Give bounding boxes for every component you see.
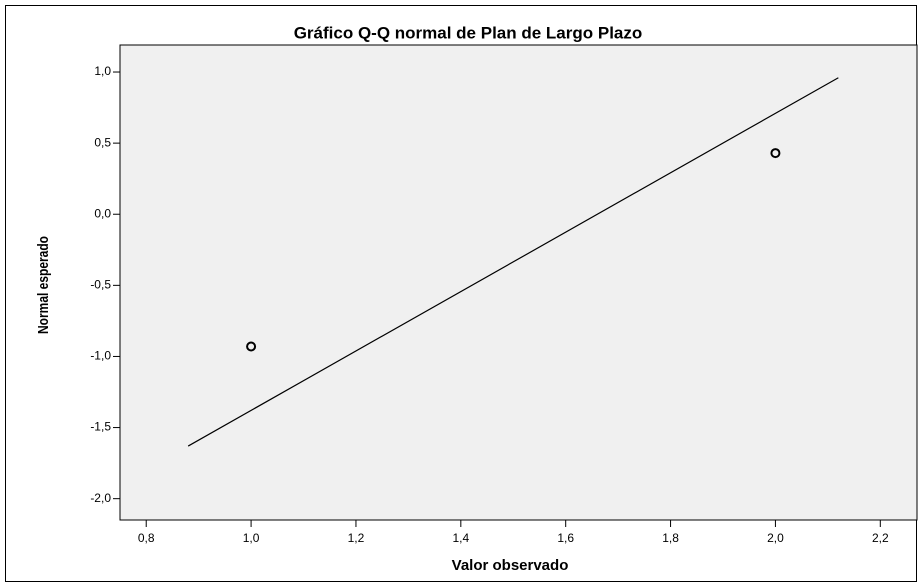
y-tick-label: 0,0 bbox=[94, 206, 111, 220]
y-tick-label: -2,0 bbox=[90, 491, 111, 505]
plot-area bbox=[119, 44, 918, 521]
chart-title: Gráfico Q-Q normal de Plan de Largo Plaz… bbox=[294, 23, 643, 42]
y-tick-label: -1,5 bbox=[90, 420, 111, 434]
x-tick-label: 1,6 bbox=[557, 531, 574, 545]
y-tick-label: 1,0 bbox=[94, 64, 111, 78]
x-tick-label: 1,2 bbox=[348, 531, 365, 545]
y-tick-label: -1,0 bbox=[90, 349, 111, 363]
x-axis-label: Valor observado bbox=[452, 557, 569, 574]
x-tick-label: 1,0 bbox=[243, 531, 260, 545]
x-tick-label: 1,4 bbox=[452, 531, 469, 545]
y-tick-label: -0,5 bbox=[90, 278, 111, 292]
point bbox=[770, 148, 781, 159]
x-tick-label: 0,8 bbox=[138, 531, 155, 545]
reference-line bbox=[187, 77, 839, 447]
y-tick-label: 0,5 bbox=[94, 135, 111, 149]
x-tick-label: 2,0 bbox=[767, 531, 784, 545]
x-tick-label: 2,2 bbox=[872, 531, 889, 545]
y-axis-label: Normal esperado bbox=[35, 236, 52, 334]
x-tick-label: 1,8 bbox=[662, 531, 679, 545]
point bbox=[246, 341, 257, 352]
